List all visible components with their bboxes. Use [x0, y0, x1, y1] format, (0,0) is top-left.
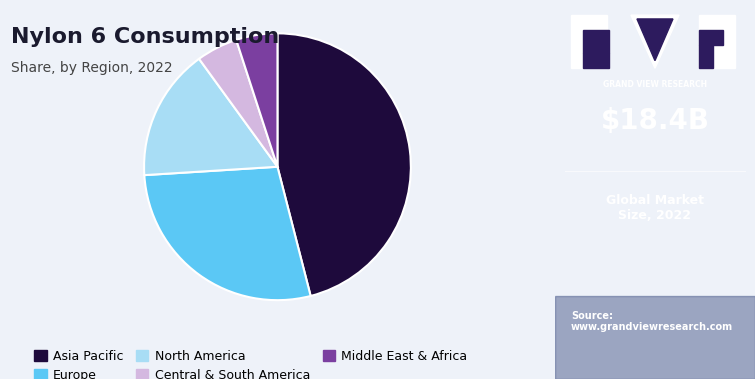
Wedge shape: [144, 167, 310, 300]
Bar: [699, 45, 713, 68]
Wedge shape: [236, 33, 278, 167]
Text: Share, by Region, 2022: Share, by Region, 2022: [11, 61, 173, 75]
Bar: [555, 296, 755, 379]
Text: $18.4B: $18.4B: [600, 107, 710, 135]
Bar: [583, 53, 609, 68]
Bar: [571, 15, 607, 68]
Polygon shape: [637, 19, 673, 61]
Wedge shape: [144, 59, 278, 175]
Text: Global Market
Size, 2022: Global Market Size, 2022: [606, 194, 704, 222]
Wedge shape: [199, 40, 278, 167]
Bar: [583, 30, 609, 53]
Bar: [699, 15, 735, 68]
Text: Nylon 6 Consumption: Nylon 6 Consumption: [11, 27, 279, 47]
Wedge shape: [277, 33, 411, 296]
Legend: Asia Pacific, Europe, North America, Central & South America, Middle East & Afri: Asia Pacific, Europe, North America, Cen…: [29, 345, 473, 379]
Polygon shape: [631, 15, 679, 68]
Text: Source:
www.grandviewresearch.com: Source: www.grandviewresearch.com: [571, 311, 733, 332]
Text: GRAND VIEW RESEARCH: GRAND VIEW RESEARCH: [603, 80, 707, 89]
Bar: [699, 30, 723, 45]
